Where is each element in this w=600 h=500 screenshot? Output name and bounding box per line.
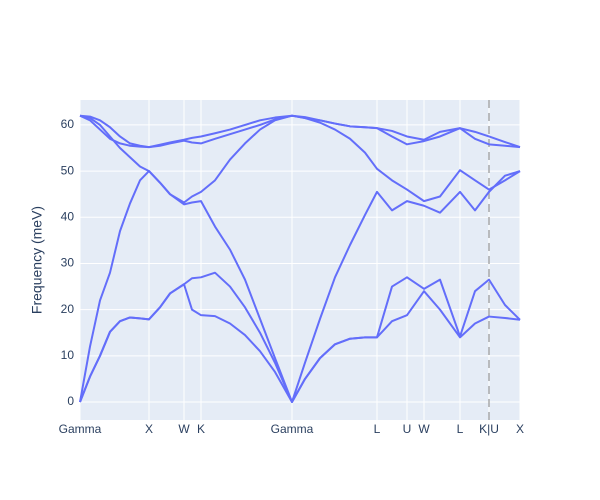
band-line <box>79 114 521 149</box>
y-tick-label: 20 <box>61 302 75 316</box>
band-line <box>79 170 521 403</box>
y-tick-label: 50 <box>61 163 75 177</box>
x-tick-label: L <box>374 422 381 436</box>
band-line <box>79 114 521 204</box>
y-tick-label: 40 <box>61 209 75 223</box>
band-line <box>79 114 521 149</box>
x-tick-label: U <box>403 422 412 436</box>
y-tick-label: 0 <box>67 394 74 408</box>
plot-background <box>80 100 520 420</box>
y-tick-label: 60 <box>61 117 75 131</box>
x-tick-label: Gamma <box>59 422 102 436</box>
y-tick-label: 30 <box>61 256 75 270</box>
band-line <box>79 271 521 403</box>
y-axis-title: Frequency (meV) <box>29 206 45 314</box>
x-tick-label: X <box>145 422 153 436</box>
x-tick-label: L <box>457 422 464 436</box>
x-tick-label: Gamma <box>271 422 314 436</box>
x-tick-label: K|U <box>479 422 499 436</box>
x-tick-label: X <box>516 422 524 436</box>
x-tick-label: W <box>178 422 190 436</box>
x-tick-label: K <box>197 422 205 436</box>
x-tick-label: W <box>418 422 430 436</box>
y-tick-label: 10 <box>61 348 75 362</box>
